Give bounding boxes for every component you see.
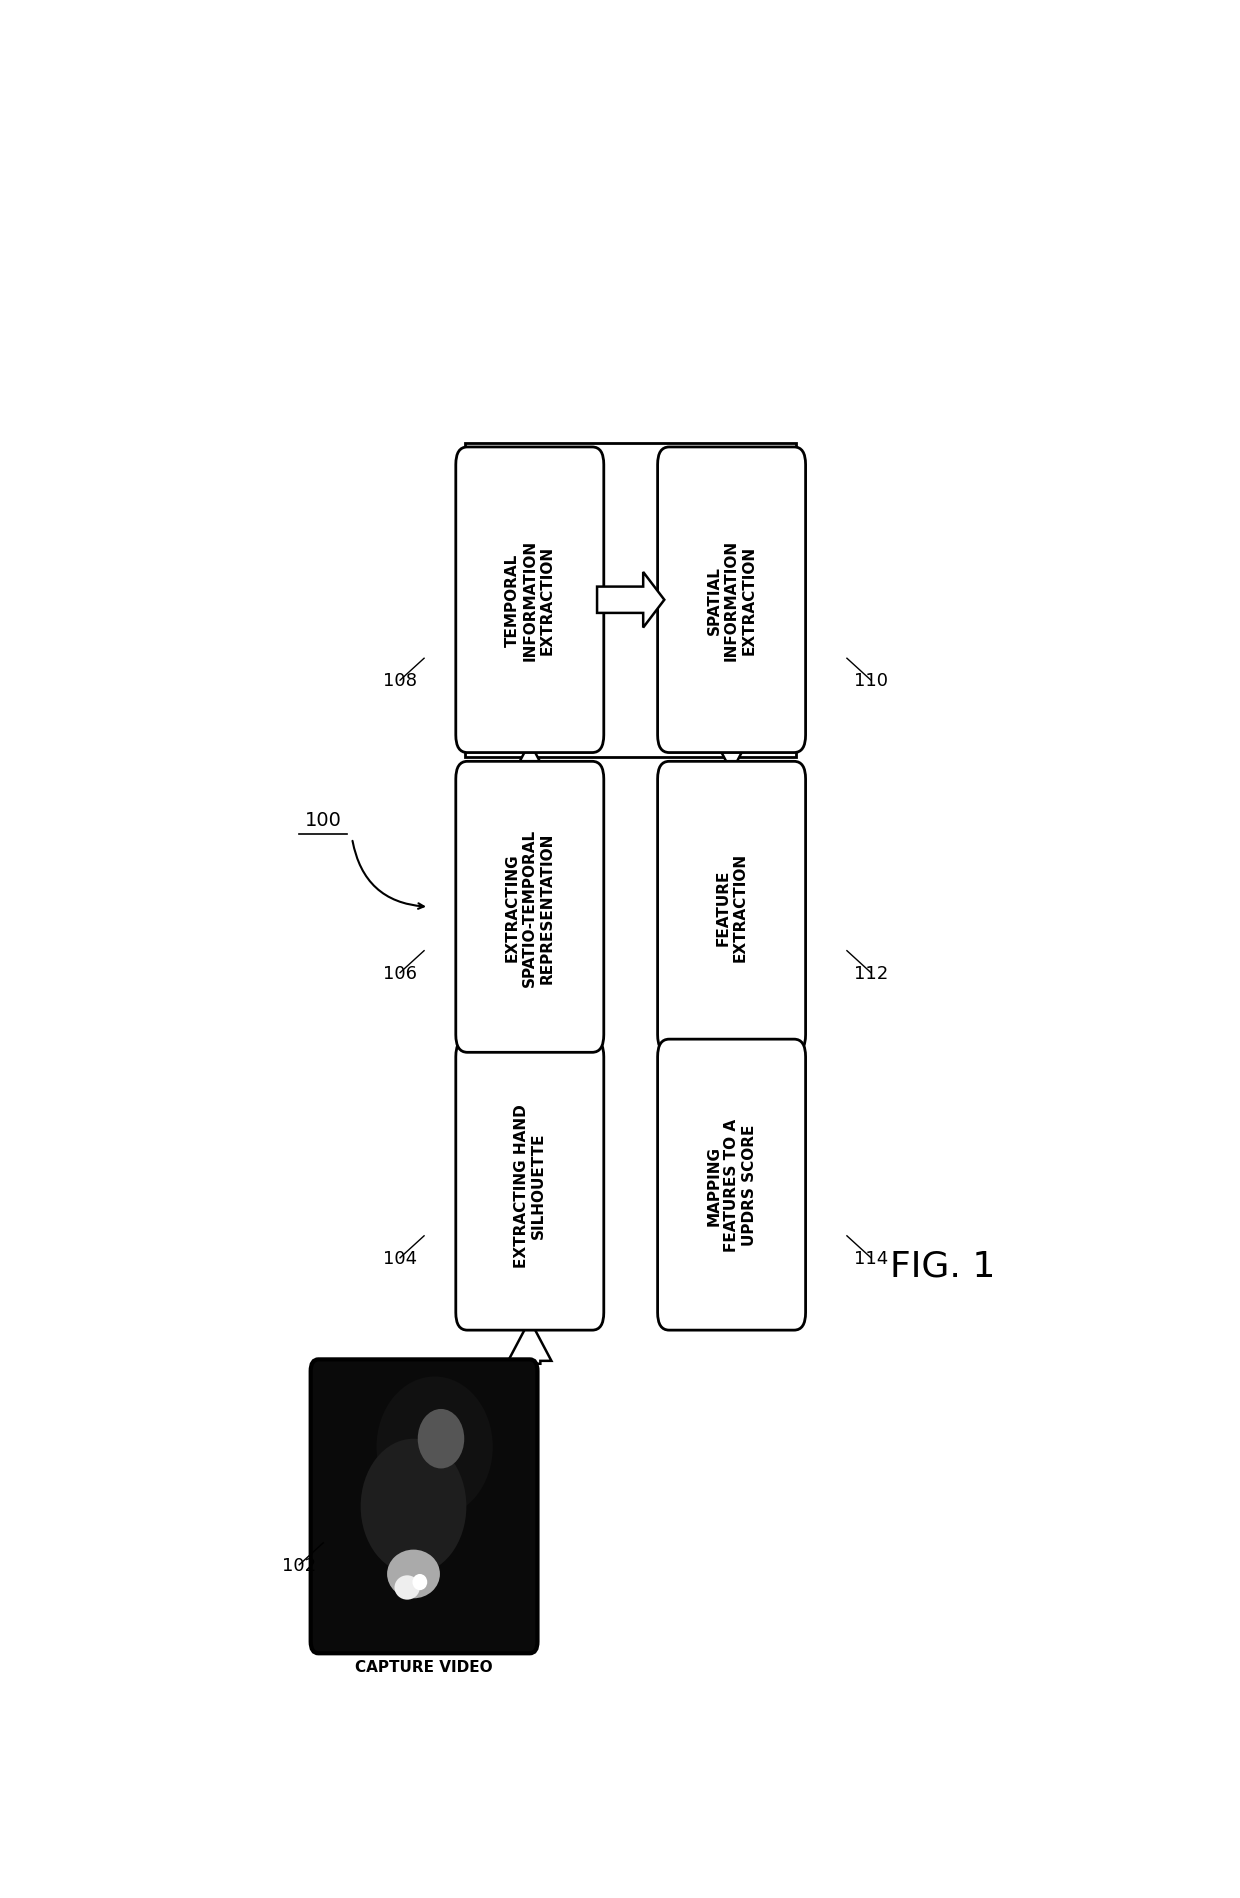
Polygon shape <box>711 731 753 772</box>
Polygon shape <box>508 742 552 784</box>
Text: 114: 114 <box>854 1249 888 1268</box>
Text: 112: 112 <box>854 964 888 981</box>
Text: TEMPORAL
INFORMATION
EXTRACTION: TEMPORAL INFORMATION EXTRACTION <box>505 539 554 661</box>
Polygon shape <box>711 1010 753 1050</box>
Text: 110: 110 <box>854 672 888 689</box>
Text: CAPTURE VIDEO: CAPTURE VIDEO <box>356 1659 492 1674</box>
Text: FIG. 1: FIG. 1 <box>890 1249 996 1283</box>
FancyBboxPatch shape <box>456 448 604 754</box>
Polygon shape <box>596 573 665 628</box>
FancyBboxPatch shape <box>657 1040 806 1330</box>
Text: MAPPING
FEATURES TO A
UPDRS SCORE: MAPPING FEATURES TO A UPDRS SCORE <box>707 1118 756 1251</box>
Ellipse shape <box>377 1376 492 1517</box>
FancyBboxPatch shape <box>657 761 806 1053</box>
Text: 102: 102 <box>281 1556 316 1573</box>
FancyBboxPatch shape <box>311 1359 537 1653</box>
FancyBboxPatch shape <box>657 448 806 754</box>
Text: SPATIAL
INFORMATION
EXTRACTION: SPATIAL INFORMATION EXTRACTION <box>707 539 756 661</box>
Ellipse shape <box>418 1408 464 1469</box>
Text: 106: 106 <box>383 964 417 981</box>
Text: 100: 100 <box>305 810 341 829</box>
Text: EXTRACTING HAND
SILHOUETTE: EXTRACTING HAND SILHOUETTE <box>513 1103 546 1266</box>
Ellipse shape <box>394 1575 420 1600</box>
Ellipse shape <box>413 1573 428 1591</box>
FancyBboxPatch shape <box>456 761 604 1053</box>
Text: 108: 108 <box>383 672 417 689</box>
Bar <box>465 444 796 757</box>
Ellipse shape <box>387 1551 440 1598</box>
Polygon shape <box>508 1321 552 1365</box>
Text: 104: 104 <box>383 1249 417 1268</box>
FancyBboxPatch shape <box>456 1040 604 1330</box>
Ellipse shape <box>361 1439 466 1573</box>
Text: FEATURE
EXTRACTION: FEATURE EXTRACTION <box>715 852 748 962</box>
Polygon shape <box>508 1042 552 1084</box>
Text: EXTRACTING
SPATIO-TEMPORAL
REPRESENTATION: EXTRACTING SPATIO-TEMPORAL REPRESENTATIO… <box>505 828 554 987</box>
